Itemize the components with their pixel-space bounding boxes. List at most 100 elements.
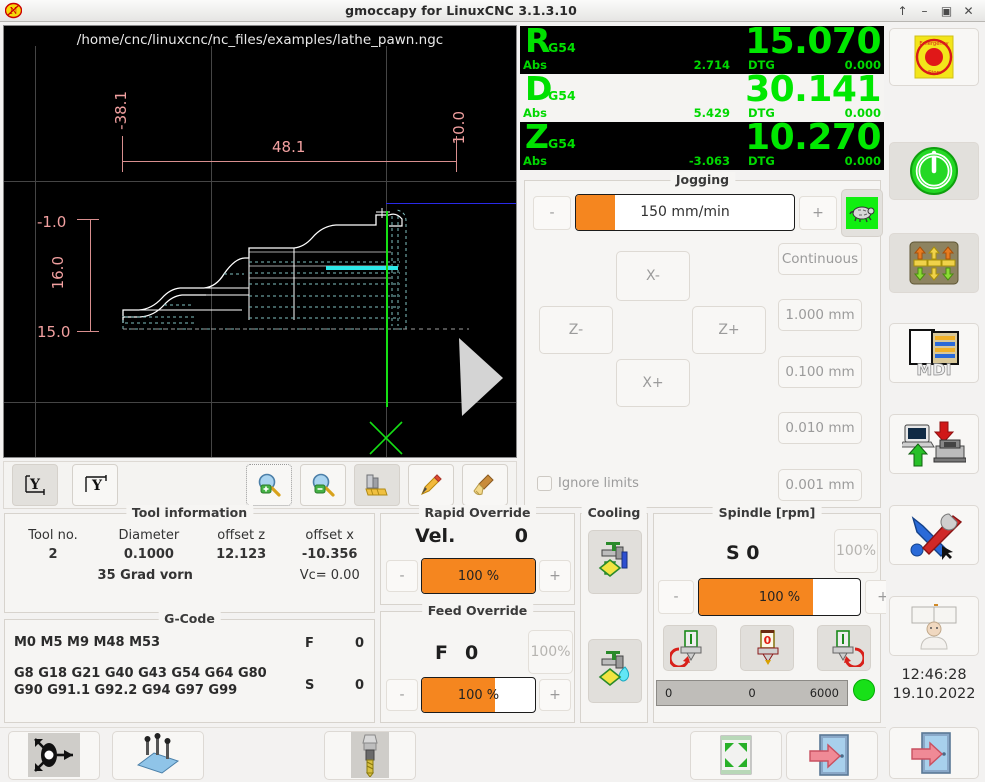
jog-z-minus-button[interactable]: Z-	[539, 306, 613, 354]
feed-plus-button[interactable]: +	[539, 679, 571, 711]
mdi-mode-button[interactable]: MDI	[889, 323, 979, 383]
jog-velocity-slider[interactable]: 150 mm/min	[575, 194, 795, 231]
rapid-override-value: 100 %	[457, 569, 500, 584]
dro-row-d[interactable]: D G54 30.141 Abs 5.429 DTG 0.000	[520, 69, 884, 122]
mist-coolant-button[interactable]	[588, 639, 642, 703]
dim-left-top-tick	[77, 219, 99, 220]
jog-velocity-minus-button[interactable]: -	[533, 196, 571, 230]
close-button[interactable]: ✕	[963, 3, 974, 18]
touch-off-button[interactable]	[112, 730, 204, 780]
speed-label: S	[305, 678, 315, 693]
jog-x-plus-button[interactable]: X+	[616, 359, 690, 407]
jog-z-plus-button[interactable]: Z+	[692, 306, 766, 354]
user-tabs-button[interactable]	[889, 596, 979, 656]
offset-z-value: 12.123	[216, 547, 267, 562]
tool-change-button[interactable]	[324, 730, 416, 780]
dim-left-bottom-tick	[77, 331, 99, 332]
jog-increment-0p001mm-button[interactable]: 0.001 mm	[778, 469, 862, 501]
clock-date: 19.10.2022	[892, 686, 976, 702]
window-title: gmoccapy for LinuxCNC 3.1.3.10	[345, 3, 577, 18]
offset-z-header: offset z	[217, 528, 266, 543]
dro-axis-letter: D	[525, 69, 553, 108]
flood-coolant-icon	[598, 542, 628, 578]
spindle-bar-min: 0	[665, 686, 673, 700]
spindle-ccw-icon	[670, 630, 702, 667]
linuxcnc-logo-icon: N	[0, 0, 26, 22]
dro-dtg-value: 0.000	[844, 106, 881, 120]
exit-door-icon	[911, 732, 951, 774]
spindle-override-reset-button[interactable]: 100%	[834, 529, 878, 573]
view-y-button[interactable]: Y	[12, 464, 58, 506]
feed-override-reset-button[interactable]: 100%	[528, 630, 573, 674]
machine-on-button[interactable]	[889, 142, 979, 200]
user-folder-icon	[911, 604, 957, 650]
jog-velocity-plus-button[interactable]: +	[799, 196, 837, 230]
dro-row-z[interactable]: Z G54 10.270 Abs -3.063 DTG 0.000	[520, 117, 884, 170]
rapid-plus-button[interactable]: +	[539, 560, 571, 592]
feed-minus-button[interactable]: -	[386, 679, 418, 711]
manual-mode-button[interactable]	[889, 233, 979, 293]
dro-row-r[interactable]: R G54 15.070 Abs 2.714 DTG 0.000	[520, 21, 884, 74]
power-on-icon	[910, 147, 958, 195]
feed-value: 0	[354, 636, 364, 651]
cooling-panel: Cooling	[580, 505, 648, 723]
flood-coolant-button[interactable]	[588, 530, 642, 594]
zoom-out-icon	[312, 473, 335, 497]
jog-turtle-rabbit-button[interactable]	[841, 189, 883, 237]
rapid-minus-button[interactable]: -	[386, 560, 418, 592]
spindle-at-speed-led	[853, 679, 875, 701]
dro-axis-letter: R	[525, 21, 551, 60]
jog-x-minus-button[interactable]: X-	[616, 251, 690, 301]
cooling-title: Cooling	[581, 505, 647, 520]
jog-increment-0p1mm-button[interactable]: 0.100 mm	[778, 356, 862, 388]
dro-g5x-label: G54	[548, 40, 576, 55]
velocity-label: Vel.	[415, 525, 456, 547]
spindle-ccw-button[interactable]	[663, 625, 717, 671]
spindle-cw-button[interactable]	[817, 625, 871, 671]
gcode-preview-canvas[interactable]: /home/cnc/linuxcnc/nc_files/examples/lat…	[3, 25, 517, 458]
ignore-limits-checkbox[interactable]: Ignore limits	[537, 476, 639, 491]
jog-velocity-value: 150 mm/min	[640, 204, 730, 220]
tool-change-icon	[351, 732, 389, 778]
offset-x-header: offset x	[305, 528, 354, 543]
clear-plot-button[interactable]	[462, 464, 508, 506]
dro-panel: R G54 15.070 Abs 2.714 DTG 0.000 D G54 3…	[520, 21, 884, 170]
gcode-title: G-Code	[158, 611, 221, 626]
window-controls: ↑ – ▣ ✕	[896, 0, 985, 22]
zoom-out-button[interactable]	[300, 464, 346, 506]
rapid-override-title: Rapid Override	[418, 505, 537, 520]
jog-increment-0p01mm-button[interactable]: 0.010 mm	[778, 412, 862, 444]
dro-g5x-label: G54	[548, 136, 576, 151]
shade-button[interactable]: ↑	[897, 3, 908, 18]
feed-override-slider[interactable]: 100 %	[421, 677, 536, 713]
origin-marker-icon	[369, 421, 403, 455]
settings-button[interactable]	[889, 505, 979, 565]
spindle-override-slider[interactable]: 100 %	[698, 578, 861, 616]
quit-button[interactable]	[786, 730, 878, 780]
limit-line	[386, 203, 516, 204]
edit-program-button[interactable]	[408, 464, 454, 506]
view-y2-button[interactable]: Y	[72, 464, 118, 506]
grid-line-v1	[35, 46, 36, 457]
mist-coolant-icon	[598, 651, 630, 687]
rapid-override-slider[interactable]: 100 %	[421, 558, 536, 594]
spindle-stop-button[interactable]: 0	[740, 625, 794, 671]
homing-button[interactable]	[8, 730, 100, 780]
spindle-minus-button[interactable]: -	[658, 580, 694, 614]
fullscreen-button[interactable]	[690, 730, 782, 780]
jog-increment-1mm-button[interactable]: 1.000 mm	[778, 299, 862, 331]
show-dimensions-button[interactable]	[354, 464, 400, 506]
minimize-button[interactable]: –	[921, 3, 928, 18]
tool-info-header-row: Tool no. Diameter offset z offset x	[5, 526, 374, 545]
rapid-override-panel: Rapid Override Vel. 0 - 100 % +	[380, 505, 575, 605]
maximize-button[interactable]: ▣	[940, 3, 953, 18]
jogging-panel: Jogging - 150 mm/min + X- Z- Z+ X+ Conti…	[524, 172, 883, 508]
estop-button[interactable]: Emergency Stop	[889, 28, 979, 86]
auto-mode-button[interactable]	[889, 414, 979, 474]
exit-button[interactable]	[889, 727, 979, 779]
jog-increment-continuous-button[interactable]: Continuous	[778, 243, 862, 275]
diameter-header: Diameter	[118, 528, 180, 543]
svg-text:Y: Y	[29, 477, 41, 493]
spindle-bar-value: 0	[748, 686, 756, 700]
zoom-in-button[interactable]	[246, 464, 292, 506]
